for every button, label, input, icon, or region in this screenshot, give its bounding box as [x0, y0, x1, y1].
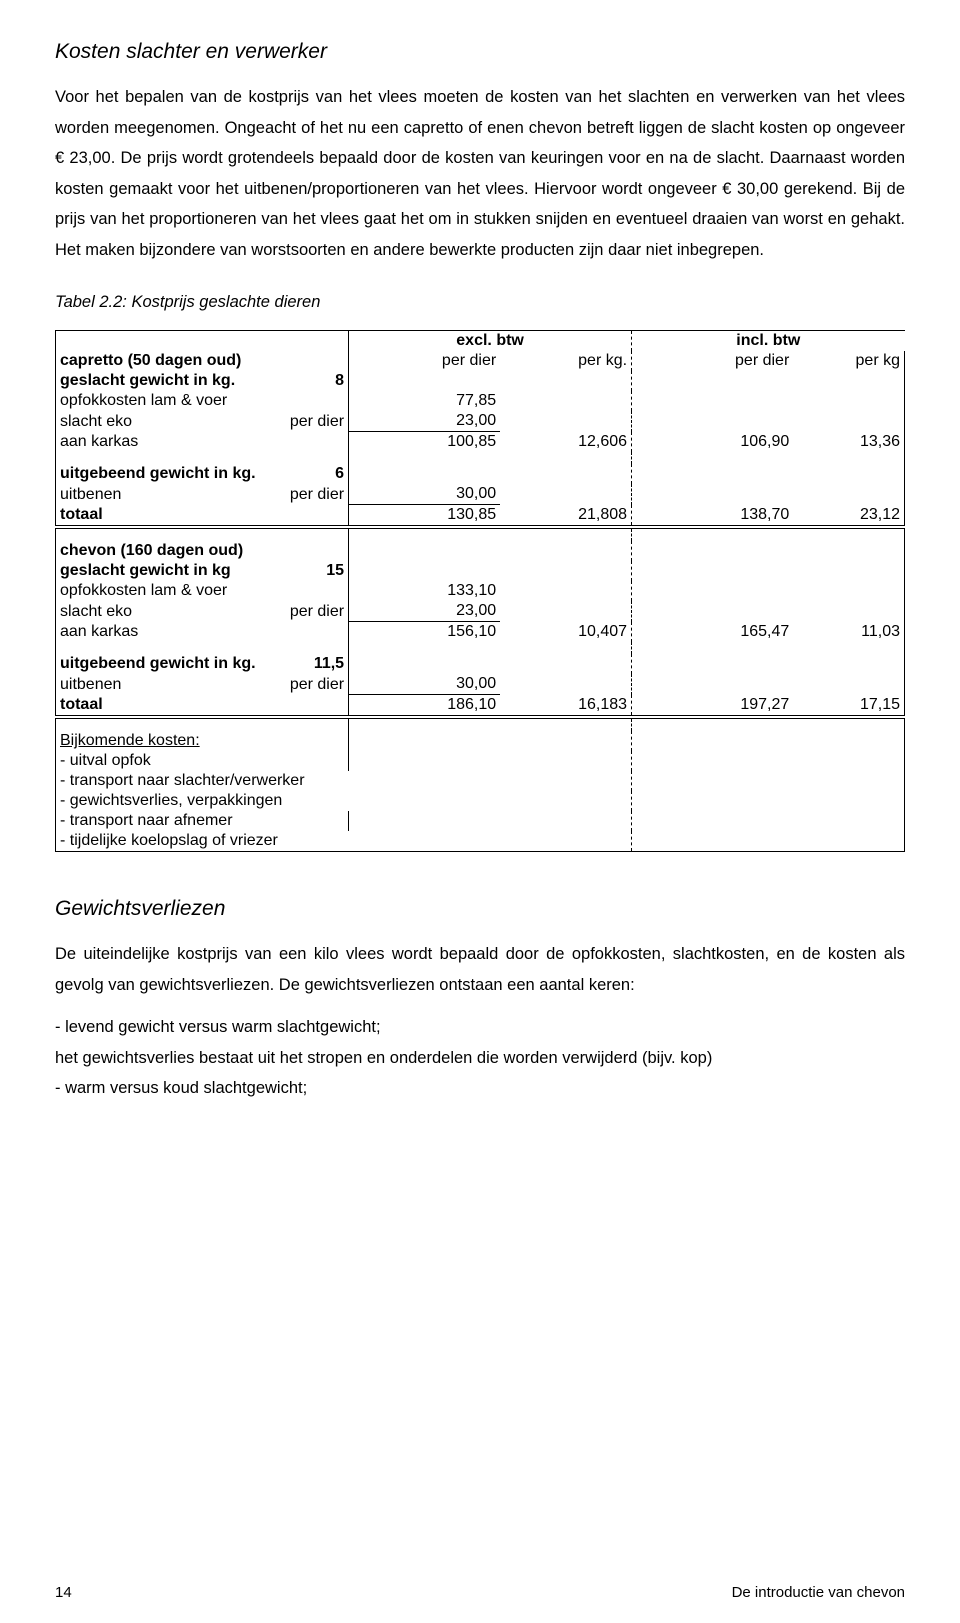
bullet-1: - levend gewicht versus warm slachtgewic… — [55, 1012, 905, 1043]
cap-karkas-label: aan karkas — [56, 432, 258, 453]
chev-slacht-unit: per dier — [258, 601, 349, 622]
chev-geslacht-val: 15 — [258, 561, 349, 581]
cap-uitgeb-label: uitgebeend gewicht in kg. — [56, 464, 258, 484]
chev-uitbenen-val: 30,00 — [349, 674, 501, 695]
hdr-perdier2: per dier — [632, 351, 794, 371]
chevon-title: chevon (160 dagen oud) — [56, 541, 349, 561]
cap-opfok-val: 77,85 — [349, 391, 501, 411]
cap-totaal-dier: 130,85 — [349, 505, 501, 528]
capretto-title: capretto (50 dagen oud) — [56, 351, 349, 371]
hdr-perkg1: per kg. — [500, 351, 631, 371]
chev-karkas-kg: 10,407 — [500, 622, 631, 643]
cap-uitbenen-val: 30,00 — [349, 484, 501, 505]
cap-uitbenen-unit: per dier — [258, 484, 349, 505]
para-gewichts: De uiteindelijke kostprijs van een kilo … — [55, 939, 905, 1000]
cap-slacht-unit: per dier — [258, 411, 349, 432]
cap-opfok-label: opfokkosten lam & voer — [56, 391, 258, 411]
chev-totaal-incl-kg: 17,15 — [793, 695, 904, 718]
chev-karkas-incl-kg: 11,03 — [793, 622, 904, 643]
chev-karkas-dier: 156,10 — [349, 622, 501, 643]
chev-totaal-kg: 16,183 — [500, 695, 631, 718]
col-excl: excl. btw — [349, 331, 632, 352]
cap-slacht-label: slacht eko — [56, 411, 258, 432]
col-incl: incl. btw — [632, 331, 905, 352]
cap-totaal-label: totaal — [56, 505, 258, 528]
chev-uitbenen-unit: per dier — [258, 674, 349, 695]
page-number: 14 — [55, 1584, 72, 1601]
bijk-l3: - gewichtsverlies, verpakkingen — [56, 791, 501, 811]
bijk-l2: - transport naar slachter/verwerker — [56, 771, 501, 791]
cap-totaal-incl-kg: 23,12 — [793, 505, 904, 528]
table-caption: Tabel 2.2: Kostprijs geslachte dieren — [55, 293, 905, 312]
cap-slacht-val: 23,00 — [349, 411, 501, 432]
cap-totaal-incl-dier: 138,70 — [632, 505, 794, 528]
chev-totaal-incl-dier: 197,27 — [632, 695, 794, 718]
cap-uitbenen-label: uitbenen — [56, 484, 258, 505]
chev-slacht-label: slacht eko — [56, 601, 258, 622]
cap-karkas-dier: 100,85 — [349, 432, 501, 453]
bullet-1b: het gewichtsverlies bestaat uit het stro… — [55, 1043, 905, 1074]
hdr-perdier1: per dier — [349, 351, 501, 371]
heading-gewichtsverliezen: Gewichtsverliezen — [55, 897, 905, 921]
bijk-title: Bijkomende kosten: — [56, 731, 349, 751]
cap-karkas-incl-kg: 13,36 — [793, 432, 904, 453]
para-kosten: Voor het bepalen van de kostprijs van he… — [55, 82, 905, 265]
chev-slacht-val: 23,00 — [349, 601, 501, 622]
cap-uitgeb-val: 6 — [258, 464, 349, 484]
chev-totaal-label: totaal — [56, 695, 258, 718]
chev-karkas-incl-dier: 165,47 — [632, 622, 794, 643]
bullet-2: - warm versus koud slachtgewicht; — [55, 1073, 905, 1104]
chev-totaal-dier: 186,10 — [349, 695, 501, 718]
bijk-l4: - transport naar afnemer — [56, 811, 349, 831]
cap-totaal-kg: 21,808 — [500, 505, 631, 528]
chev-uitgeb-label: uitgebeend gewicht in kg. — [56, 654, 258, 674]
bijk-l5: - tijdelijke koelopslag of vriezer — [56, 831, 501, 852]
footer-right: De introductie van chevon — [732, 1584, 905, 1601]
cap-geslacht-val: 8 — [258, 371, 349, 391]
chev-geslacht-label: geslacht gewicht in kg — [56, 561, 258, 581]
chev-opfok-label: opfokkosten lam & voer — [56, 581, 258, 601]
chev-uitgeb-val: 11,5 — [258, 654, 349, 674]
hdr-perkg2: per kg — [793, 351, 904, 371]
chev-opfok-val: 133,10 — [349, 581, 501, 601]
cap-karkas-incl-dier: 106,90 — [632, 432, 794, 453]
heading-kosten: Kosten slachter en verwerker — [55, 40, 905, 64]
cap-karkas-kg: 12,606 — [500, 432, 631, 453]
cap-geslacht-label: geslacht gewicht in kg. — [56, 371, 258, 391]
chev-karkas-label: aan karkas — [56, 622, 258, 643]
chev-uitbenen-label: uitbenen — [56, 674, 258, 695]
cost-table: excl. btw incl. btw capretto (50 dagen o… — [55, 330, 905, 852]
bijk-l1: - uitval opfok — [56, 751, 349, 771]
